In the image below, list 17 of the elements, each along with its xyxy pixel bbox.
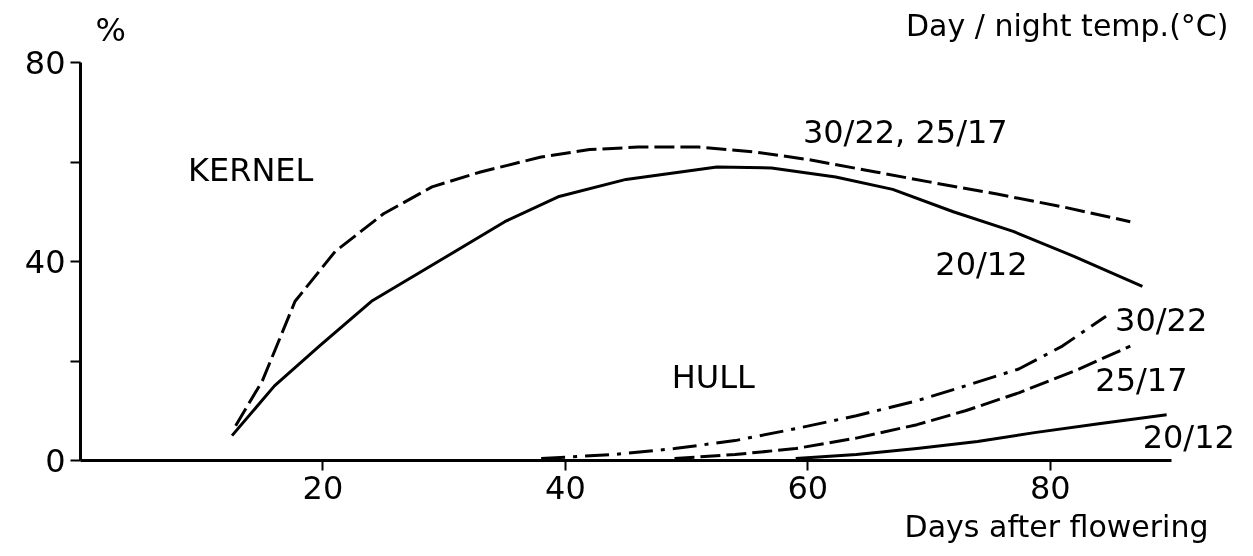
series-label: 20/12: [1142, 417, 1235, 456]
x-tick-label: 40: [545, 468, 586, 507]
y-tick-label: 0: [45, 442, 66, 480]
series-label: 30/22, 25/17: [802, 112, 1008, 151]
x-tick-label: 80: [1029, 468, 1071, 507]
x-tick-label: 60: [787, 468, 829, 507]
series-label: 20/12: [935, 245, 1028, 284]
annotation: KERNEL: [187, 150, 314, 189]
y-axis-title: %: [95, 10, 126, 49]
x-axis-title: Days after flowering: [904, 508, 1209, 544]
y-tick-label: 80: [24, 44, 66, 82]
x-tick-label: 20: [302, 468, 344, 507]
series-label: 30/22: [1115, 301, 1208, 340]
series-label: 25/17: [1095, 361, 1188, 400]
y-tick-label: 40: [24, 243, 66, 281]
legend-title: Day / night temp.(°C): [906, 7, 1229, 43]
annotation: HULL: [671, 357, 756, 396]
